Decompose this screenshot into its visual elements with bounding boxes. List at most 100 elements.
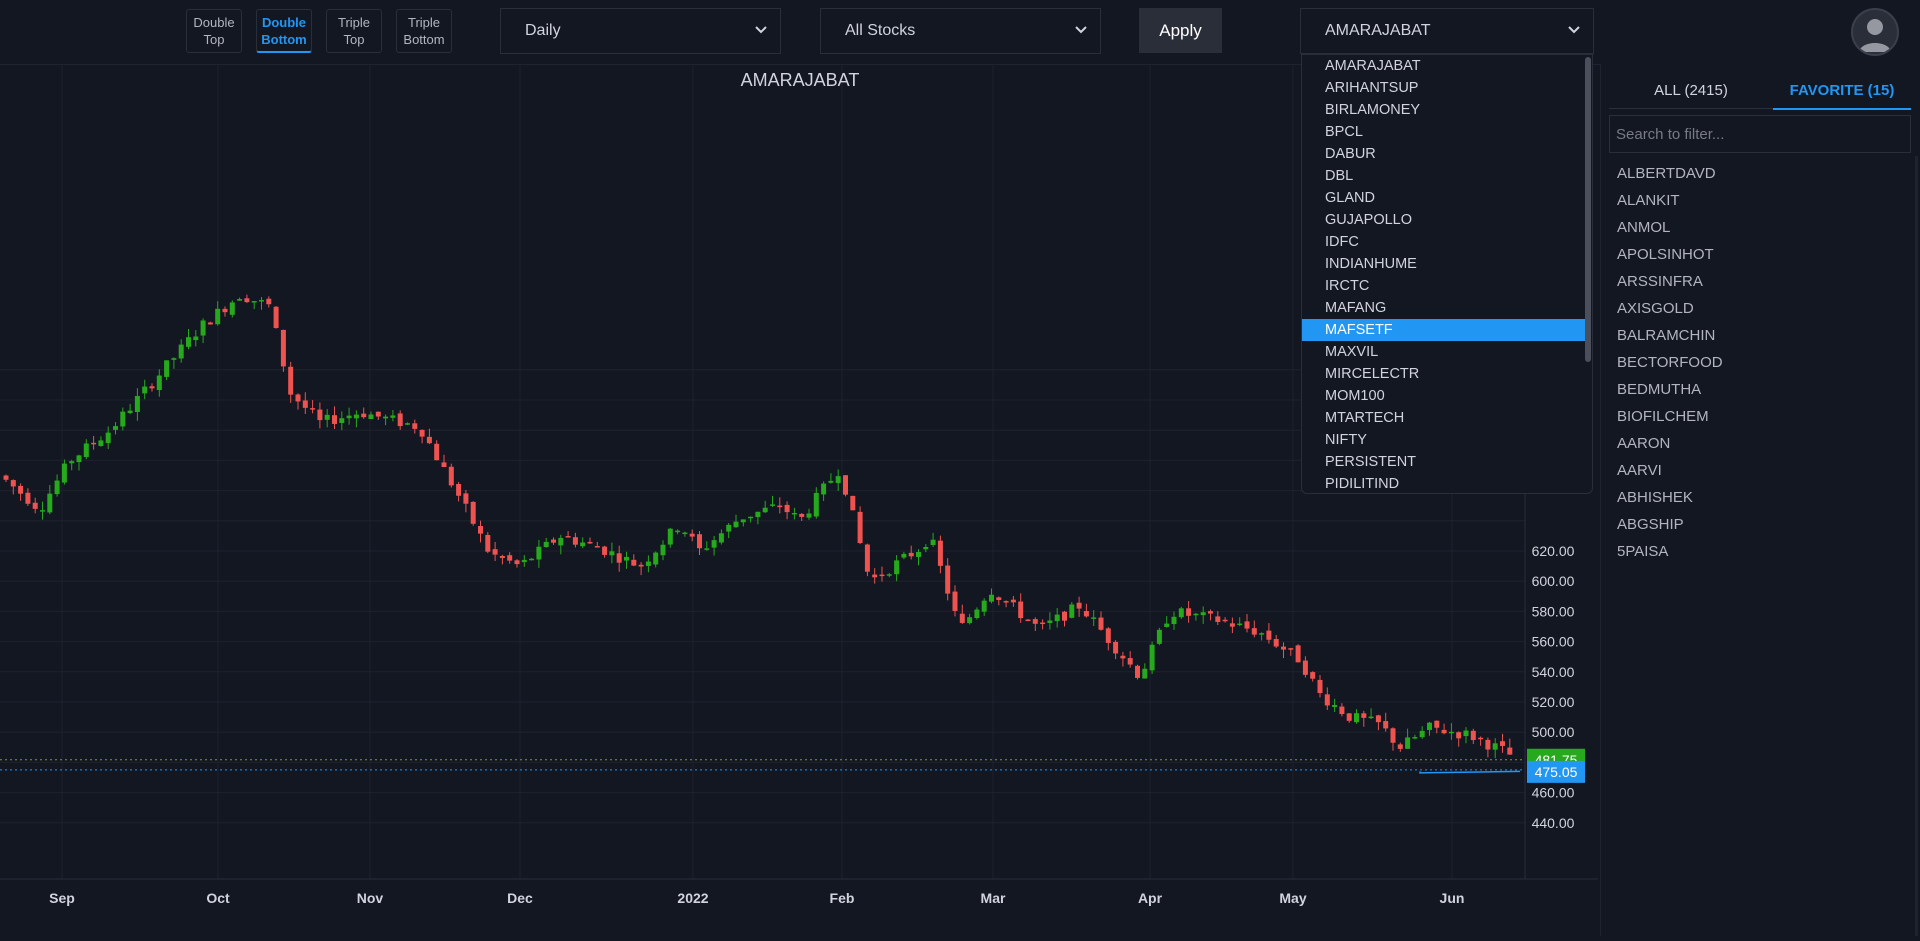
symbol-option[interactable]: DABUR <box>1325 146 1376 162</box>
candle-body <box>1105 628 1111 643</box>
candle-body <box>229 302 235 315</box>
symbol-option[interactable]: GLAND <box>1325 190 1375 206</box>
pattern-double-top-button[interactable]: Double Top <box>186 9 242 53</box>
candle-body <box>740 519 746 523</box>
candle-body <box>134 395 140 413</box>
symbol-option[interactable]: PERSISTENT <box>1325 454 1417 470</box>
candle-body <box>799 513 805 517</box>
symbol-option[interactable]: AMARAJABAT <box>1325 58 1421 74</box>
candle-body <box>558 537 564 546</box>
symbol-option[interactable]: DBL <box>1325 168 1354 184</box>
candle-body <box>937 540 943 566</box>
candle-body <box>1368 716 1374 719</box>
favorite-item[interactable]: ARSSINFRA <box>1617 273 1703 290</box>
user-icon <box>1859 19 1891 52</box>
symbol-select[interactable]: AMARAJABAT <box>1300 8 1594 54</box>
price-chart[interactable]: 620.00 600.00 580.00 560.00 540.00 520.00 500.… <box>0 64 1598 936</box>
candle-body <box>813 492 819 517</box>
favorite-item[interactable]: BEDMUTHA <box>1617 381 1702 398</box>
symbol-option[interactable]: MAFANG <box>1325 300 1387 316</box>
candle-body <box>353 414 359 419</box>
candle-body <box>587 541 593 544</box>
candle-body <box>1171 616 1177 625</box>
favorite-item[interactable]: AXISGOLD <box>1617 300 1694 317</box>
candle-body <box>383 416 389 419</box>
x-tick-label: 2022 <box>677 890 708 906</box>
panel-scrollbar[interactable] <box>1915 156 1918 936</box>
candle-body <box>1149 644 1155 671</box>
candlestick-chart[interactable]: 620.00 600.00 580.00 560.00 540.00 520.00 500.… <box>0 64 1598 936</box>
candle-body <box>113 426 118 430</box>
candle-body <box>1259 633 1265 635</box>
favorite-item[interactable]: APOLSINHOT <box>1617 246 1714 263</box>
tab-favorite[interactable]: FAVORITE (15) <box>1773 74 1911 110</box>
symbol-option[interactable]: ARIHANTSUP <box>1325 80 1419 96</box>
pattern-double-bottom-button[interactable]: Double Bottom <box>256 9 312 53</box>
favorite-item[interactable]: BECTORFOOD <box>1617 354 1723 371</box>
symbol-option[interactable]: GUJAPOLLO <box>1325 212 1413 228</box>
favorite-item[interactable]: ABHISHEK <box>1617 489 1693 506</box>
symbol-option[interactable]: MIRCELECTR <box>1325 366 1420 382</box>
candle-body <box>142 386 148 394</box>
candle-body <box>1332 704 1338 708</box>
candle-body <box>324 414 330 420</box>
apply-button[interactable]: Apply <box>1139 8 1222 53</box>
candle-body <box>178 344 184 359</box>
user-avatar[interactable] <box>1851 8 1899 56</box>
candle-body <box>222 308 228 313</box>
favorite-item[interactable]: ANMOL <box>1617 219 1671 236</box>
filter-input[interactable] <box>1609 115 1911 153</box>
candle-body <box>448 466 454 486</box>
y-tick-label: 620.00 <box>1532 543 1575 559</box>
symbol-dropdown-list[interactable]: AMARAJABAT ARIHANTSUP BIRLAMONEY BPCL DABUR D… <box>1301 54 1593 494</box>
candle-body <box>967 617 973 624</box>
candle-body <box>894 560 900 575</box>
favorite-item[interactable]: AARON <box>1617 435 1671 452</box>
favorite-list: ALBERTDAVD ALANKIT ANMOL APOLSINHOT ARSSINFR… <box>1617 160 1907 565</box>
symbol-option[interactable]: MAXVIL <box>1325 344 1379 360</box>
candle-body <box>302 400 308 408</box>
candle-body <box>1390 728 1396 743</box>
favorite-item[interactable]: 5PAISA <box>1617 543 1669 560</box>
symbol-option[interactable]: MTARTECH <box>1325 410 1405 426</box>
price-tag-box <box>1527 760 1585 783</box>
pattern-label: Top <box>203 32 225 47</box>
pattern-triple-bottom-button[interactable]: Triple Bottom <box>396 9 452 53</box>
favorite-item[interactable]: ABGSHIP <box>1617 516 1684 533</box>
symbol-option[interactable]: NIFTY <box>1325 432 1367 448</box>
favorite-item[interactable]: ALBERTDAVD <box>1617 165 1716 182</box>
symbol-option[interactable]: IRCTC <box>1325 278 1370 294</box>
dropdown-scrollbar[interactable] <box>1585 57 1591 362</box>
symbol-option[interactable]: INDIANHUME <box>1325 256 1417 272</box>
pattern-triple-top-button[interactable]: Triple Top <box>326 9 382 53</box>
candle-body <box>1127 658 1133 665</box>
x-tick-label: Dec <box>507 890 533 906</box>
pattern-label: Triple <box>337 15 371 30</box>
candle-body <box>1412 737 1418 739</box>
candle-body <box>1251 628 1257 635</box>
candle-body <box>704 548 710 550</box>
candle-body <box>908 552 914 557</box>
candle-body <box>1405 737 1411 749</box>
candle-body <box>1361 713 1367 718</box>
favorite-item[interactable]: BIOFILCHEM <box>1617 408 1709 425</box>
candle-body <box>156 375 162 391</box>
symbol-option[interactable]: BPCL <box>1325 124 1363 140</box>
symbol-option[interactable]: BIRLAMONEY <box>1325 102 1421 118</box>
favorite-item[interactable]: BALRAMCHIN <box>1617 327 1716 344</box>
symbol-option[interactable]: IDFC <box>1325 234 1359 250</box>
x-tick-label: Feb <box>830 890 855 906</box>
universe-select[interactable]: All Stocks <box>820 8 1101 54</box>
candle-body <box>689 533 695 537</box>
favorite-item[interactable]: AARVI <box>1617 462 1662 479</box>
candle-body <box>91 442 97 445</box>
symbol-option[interactable]: MAFSETF <box>1302 319 1586 341</box>
candle-body <box>1142 668 1148 679</box>
interval-select[interactable]: Daily <box>500 8 781 54</box>
tab-all[interactable]: ALL (2415) <box>1609 74 1773 109</box>
symbol-option[interactable]: PIDILITIND <box>1325 476 1400 492</box>
candle-body <box>1383 721 1389 729</box>
symbol-option[interactable]: MOM100 <box>1325 388 1385 404</box>
candle-body <box>3 475 9 480</box>
favorite-item[interactable]: ALANKIT <box>1617 192 1680 209</box>
